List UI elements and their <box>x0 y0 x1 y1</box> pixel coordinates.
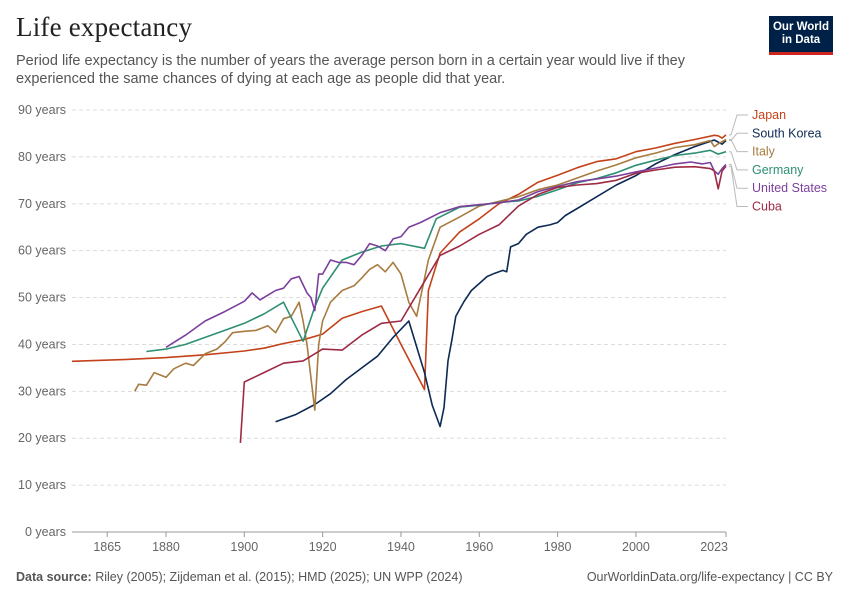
owid-logo[interactable]: Our World in Data <box>769 16 833 55</box>
series-line-south-korea[interactable] <box>275 139 727 428</box>
x-tick-label: 1900 <box>230 540 258 554</box>
y-tick-label: 80 years <box>18 150 66 164</box>
x-tick-label: 1980 <box>544 540 572 554</box>
legend-label-united-states[interactable]: United States <box>752 181 827 195</box>
series-line-united-states[interactable] <box>165 161 727 348</box>
x-tick-label: 1920 <box>309 540 337 554</box>
legend-connector <box>729 163 748 189</box>
y-tick-label: 50 years <box>18 291 66 305</box>
source-link[interactable]: OurWorldinData.org/life-expectancy | CC … <box>586 570 833 584</box>
chart-subtitle: Period life expectancy is the number of … <box>16 53 685 87</box>
series-lines <box>71 134 727 443</box>
logo-line-1: Our World <box>772 21 829 33</box>
series-line-cuba[interactable] <box>239 165 727 443</box>
y-tick-label: 40 years <box>18 337 66 351</box>
data-source-label: Data source: <box>16 570 92 584</box>
x-tick-label: 1865 <box>93 540 121 554</box>
y-tick-label: 10 years <box>18 478 66 492</box>
legend-label-italy[interactable]: Italy <box>752 145 776 159</box>
y-tick-label: 70 years <box>18 197 66 211</box>
x-tick-label: 1880 <box>152 540 180 554</box>
legend-connector <box>729 151 748 171</box>
x-tick-label: 1940 <box>387 540 415 554</box>
x-tick-label: 2023 <box>700 540 728 554</box>
legend-connector <box>729 139 748 153</box>
series-line-germany[interactable] <box>146 149 727 353</box>
chart-title: Life expectancy <box>16 12 193 42</box>
legend-label-cuba[interactable]: Cuba <box>752 200 782 214</box>
y-tick-label: 0 years <box>25 525 66 539</box>
x-axis: 1865 1880 1900 1920 1940 1960 1980 2000 2023 <box>72 531 728 554</box>
legend-connector <box>729 114 748 136</box>
legend-label-germany[interactable]: Germany <box>752 163 804 177</box>
x-tick-label: 1960 <box>465 540 493 554</box>
data-source: Data source: Riley (2005); Zijdeman et a… <box>16 570 463 584</box>
y-tick-label: 90 years <box>18 103 66 117</box>
legend-label-japan[interactable]: Japan <box>752 108 786 122</box>
y-tick-label: 20 years <box>18 431 66 445</box>
y-tick-label: 30 years <box>18 384 66 398</box>
x-tick-label: 2000 <box>622 540 650 554</box>
logo-line-2: in Data <box>781 34 821 46</box>
series-line-japan[interactable] <box>71 134 727 391</box>
legend-connector <box>729 165 748 207</box>
series-line-italy[interactable] <box>134 138 727 411</box>
grid-lines <box>72 109 726 486</box>
data-source-text: Riley (2005); Zijdeman et al. (2015); HM… <box>95 570 463 584</box>
legend-connector <box>729 132 748 141</box>
y-axis-tick-labels: 0 years 10 years 20 years 30 years 40 years 5… <box>18 103 66 539</box>
legend: Japan South Korea Italy Germany United State… <box>729 108 827 214</box>
y-tick-label: 60 years <box>18 244 66 258</box>
legend-label-south-korea[interactable]: South Korea <box>752 126 822 140</box>
